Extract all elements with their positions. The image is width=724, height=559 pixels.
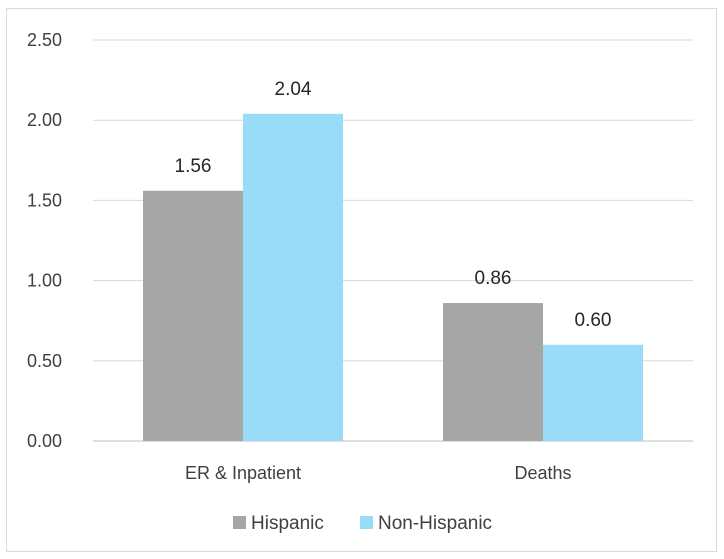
legend-label: Hispanic: [251, 513, 324, 534]
bars: [143, 113, 643, 441]
y-tick-label: 1.00: [27, 271, 62, 291]
y-axis: 0.00 0.50 1.00 1.50 2.00 2.50: [27, 30, 62, 451]
chart-area: [6, 8, 717, 552]
y-tick-label: 0.50: [27, 351, 62, 371]
data-labels: 1.56 2.04 0.86 0.60: [175, 79, 612, 331]
bar-non-hispanic: [543, 344, 643, 441]
legend-swatch: [233, 516, 246, 529]
y-tick-label: 2.00: [27, 110, 62, 130]
data-label: 0.60: [575, 310, 612, 331]
y-tick-label: 0.00: [27, 431, 62, 451]
x-category-label: Deaths: [514, 463, 571, 483]
bar-hispanic: [143, 190, 243, 441]
data-label: 1.56: [175, 156, 212, 177]
legend: Hispanic Non-Hispanic: [233, 513, 492, 534]
y-tick-label: 2.50: [27, 30, 62, 50]
x-category-label: ER & Inpatient: [185, 463, 301, 483]
bar-hispanic: [443, 303, 543, 441]
legend-swatch: [360, 516, 373, 529]
bar-non-hispanic: [243, 113, 343, 441]
legend-label: Non-Hispanic: [378, 513, 492, 534]
x-axis: ER & Inpatient Deaths: [185, 463, 572, 483]
y-tick-label: 1.50: [27, 190, 62, 210]
data-label: 0.86: [475, 268, 512, 289]
data-label: 2.04: [275, 79, 312, 100]
